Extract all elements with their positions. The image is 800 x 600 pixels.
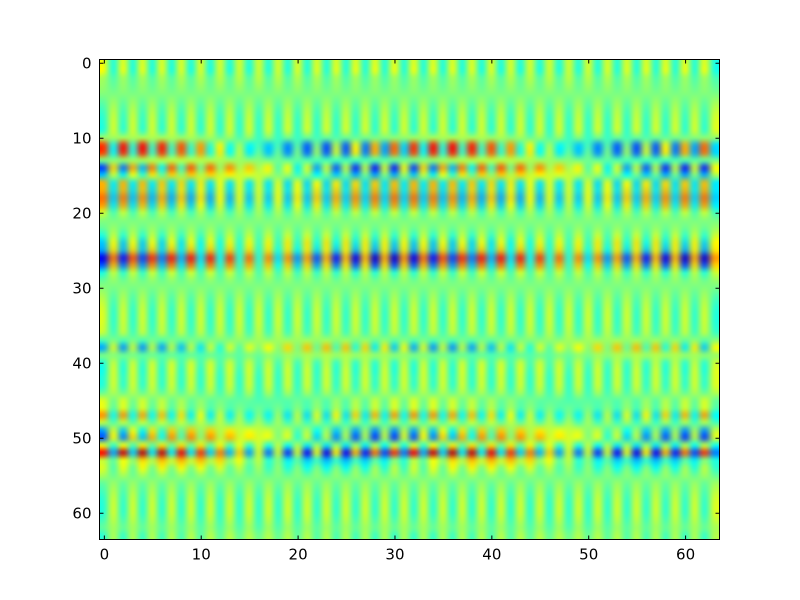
x-tick-label: 20 [289, 546, 308, 564]
y-tick-label: 60 [72, 504, 91, 522]
x-tick-label: 60 [676, 546, 695, 564]
x-axis-ticks: 0 10 20 30 40 50 60 [100, 59, 695, 564]
axes-frame [99, 59, 720, 540]
x-tick-label: 30 [385, 546, 404, 564]
x-tick-label: 40 [482, 546, 501, 564]
y-tick-label: 10 [72, 129, 91, 147]
y-tick-label: 30 [72, 279, 91, 297]
y-tick-label: 50 [72, 429, 91, 447]
y-tick-label: 20 [72, 204, 91, 222]
y-tick-label: 40 [72, 354, 91, 372]
x-tick-label: 0 [100, 546, 110, 564]
x-tick-label: 10 [192, 546, 211, 564]
heatmap-image [99, 59, 719, 539]
x-tick-label: 50 [579, 546, 598, 564]
heatmap-plot-area [99, 59, 719, 539]
y-tick-label: 0 [82, 54, 92, 72]
y-axis-ticks: 0 10 20 30 40 50 60 [72, 54, 720, 522]
